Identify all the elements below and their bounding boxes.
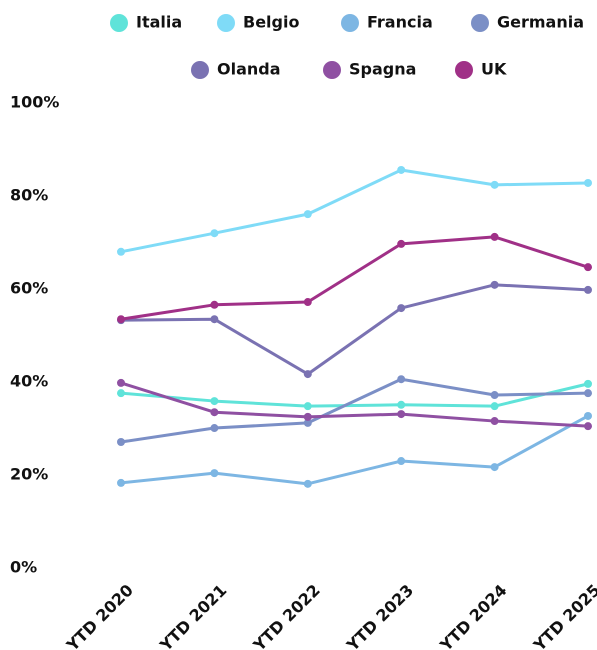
data-point bbox=[117, 437, 125, 446]
data-point bbox=[303, 210, 312, 219]
legend-label: Olanda bbox=[217, 60, 281, 79]
data-point bbox=[490, 391, 499, 400]
series-line bbox=[120, 381, 589, 428]
data-point bbox=[490, 280, 499, 289]
data-point bbox=[397, 400, 406, 409]
legend-label: Italia bbox=[136, 13, 182, 32]
data-point bbox=[303, 298, 312, 307]
data-point bbox=[584, 263, 592, 272]
data-point bbox=[397, 239, 406, 248]
legend-label: Spagna bbox=[349, 60, 416, 79]
legend-label: Germania bbox=[497, 13, 584, 32]
series-line bbox=[120, 283, 589, 376]
data-point bbox=[117, 389, 125, 398]
data-point bbox=[490, 463, 499, 472]
legend-swatch bbox=[217, 14, 235, 32]
series-line bbox=[120, 414, 589, 486]
y-tick-label: 20% bbox=[10, 465, 48, 484]
y-tick-label: 0% bbox=[10, 558, 37, 577]
legend-swatch bbox=[471, 14, 489, 32]
data-point bbox=[210, 397, 219, 406]
data-point bbox=[117, 247, 125, 256]
data-point bbox=[490, 232, 499, 241]
data-point bbox=[584, 379, 592, 388]
x-tick-label: YTD 2021 bbox=[156, 581, 231, 650]
legend-label: Belgio bbox=[243, 13, 299, 32]
data-point bbox=[210, 229, 219, 238]
data-point bbox=[210, 300, 219, 309]
data-point bbox=[303, 370, 312, 379]
series-line bbox=[120, 168, 589, 254]
series-line bbox=[120, 382, 589, 408]
data-point bbox=[490, 402, 499, 411]
legend-swatch bbox=[110, 14, 128, 32]
data-point bbox=[210, 408, 219, 417]
y-tick-label: 40% bbox=[10, 372, 48, 391]
legend-swatch bbox=[341, 14, 359, 32]
data-point bbox=[210, 424, 219, 433]
y-tick-label: 80% bbox=[10, 186, 48, 205]
legend-swatch bbox=[191, 61, 209, 79]
data-point bbox=[397, 165, 406, 174]
legend-label: Francia bbox=[367, 13, 433, 32]
data-point bbox=[397, 410, 406, 419]
x-tick-label: YTD 2023 bbox=[342, 581, 417, 650]
data-point bbox=[117, 378, 125, 387]
data-point bbox=[584, 422, 592, 431]
data-point bbox=[117, 478, 125, 487]
data-point bbox=[303, 479, 312, 488]
data-point bbox=[303, 418, 312, 427]
data-point bbox=[210, 469, 219, 478]
x-tick-label: YTD 2024 bbox=[436, 581, 511, 650]
data-point bbox=[397, 457, 406, 466]
data-point bbox=[303, 402, 312, 411]
legend-swatch bbox=[455, 61, 473, 79]
data-point bbox=[584, 389, 592, 398]
x-tick-label: YTD 2025 bbox=[529, 581, 597, 650]
y-tick-label: 100% bbox=[10, 93, 59, 112]
legend-label: UK bbox=[481, 60, 507, 79]
x-tick-label: YTD 2022 bbox=[249, 581, 324, 650]
data-point bbox=[584, 178, 592, 187]
data-point bbox=[397, 304, 406, 313]
data-point bbox=[490, 417, 499, 426]
series-line bbox=[120, 377, 589, 444]
y-tick-label: 60% bbox=[10, 279, 48, 298]
series-line bbox=[120, 235, 589, 321]
data-point bbox=[397, 375, 406, 384]
legend-swatch bbox=[323, 61, 341, 79]
data-point bbox=[303, 412, 312, 421]
data-point bbox=[490, 180, 499, 189]
data-point bbox=[584, 411, 592, 420]
x-tick-label: YTD 2020 bbox=[62, 581, 137, 650]
data-point bbox=[117, 315, 125, 324]
data-point bbox=[584, 285, 592, 294]
data-point bbox=[210, 315, 219, 324]
